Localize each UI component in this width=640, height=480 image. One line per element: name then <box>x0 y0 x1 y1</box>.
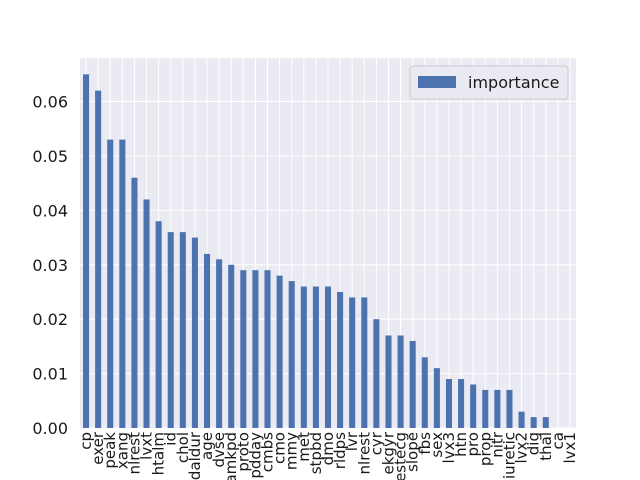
bar-exer <box>95 90 102 428</box>
y-tick-label: 0.02 <box>32 310 68 329</box>
x-axis-ticks: cpexerpeakxangnlrestlvxthtalmidcholdaldu… <box>77 431 579 480</box>
bar-sex <box>433 368 440 428</box>
bar-cmbs <box>264 270 271 428</box>
bar-cp <box>83 74 90 428</box>
bar-dig <box>530 417 537 428</box>
x-tick-label: lvx1 <box>561 432 579 463</box>
bar-nlrest <box>361 297 368 428</box>
x-tick-label: slope <box>404 432 422 472</box>
x-tick-label: xang <box>113 432 131 469</box>
bar-chol <box>179 232 186 428</box>
bar-daldur <box>191 237 198 428</box>
bar-lamkpd <box>228 264 235 428</box>
bar-lvx2 <box>518 411 525 428</box>
bar-slope <box>409 340 416 428</box>
x-tick-label: exer <box>89 431 107 465</box>
bar-met <box>300 286 307 428</box>
bar-htn <box>458 379 465 428</box>
bar-dmo <box>324 286 332 428</box>
x-tick-label: id <box>162 432 180 446</box>
x-tick-label: nlrest <box>125 432 143 475</box>
x-tick-label: proto <box>234 432 252 472</box>
x-tick-label: cp <box>77 432 95 450</box>
bar-restecg <box>397 335 404 428</box>
y-tick-label: 0.04 <box>32 201 68 220</box>
y-tick-label: 0.03 <box>32 256 68 275</box>
x-tick-label: dvse <box>210 432 228 467</box>
x-tick-label: diuretic <box>500 432 518 480</box>
bar-prop <box>482 389 489 428</box>
y-tick-label: 0.00 <box>32 419 68 438</box>
x-tick-label: lamkpd <box>222 432 240 480</box>
bar-stpbd <box>312 286 319 428</box>
x-tick-label: rldps <box>331 432 349 469</box>
x-tick-label: thal <box>537 432 555 461</box>
x-tick-label: cmo <box>271 432 289 464</box>
x-tick-label: prop <box>476 432 494 466</box>
x-tick-label: age <box>198 432 216 460</box>
x-tick-label: chol <box>174 432 192 463</box>
x-tick-label: fbs <box>416 432 434 455</box>
x-tick-label: ekgyr <box>379 431 397 474</box>
x-tick-label: restecg <box>392 432 410 480</box>
x-tick-label: peak <box>101 432 119 469</box>
x-tick-label: lvx3 <box>440 432 458 463</box>
x-tick-label: htalm <box>150 432 168 475</box>
x-tick-label: nitr <box>488 431 506 458</box>
bar-nitr <box>494 389 501 428</box>
legend: importance <box>409 65 569 100</box>
bar-lvr <box>349 297 356 428</box>
x-tick-label: met <box>295 432 313 462</box>
bar-fbs <box>421 357 428 428</box>
x-tick-label: stpbd <box>307 432 325 474</box>
bar-age <box>204 253 211 428</box>
x-tick-label: sex <box>428 432 446 458</box>
x-tick-label: htn <box>452 432 470 457</box>
bar-thal <box>542 417 549 428</box>
bars <box>83 74 549 428</box>
y-tick-label: 0.05 <box>32 147 68 166</box>
bar-peak <box>107 139 114 428</box>
x-tick-label: dmo <box>319 432 337 465</box>
bar-lvxt <box>143 199 150 428</box>
legend-swatch <box>418 76 456 88</box>
bar-pro <box>470 384 477 428</box>
bar-lvx3 <box>445 379 452 428</box>
bar-cmo <box>276 275 283 428</box>
x-tick-label: lvx2 <box>513 432 531 463</box>
legend-label: importance <box>468 73 559 92</box>
x-tick-label: pdday <box>246 432 264 479</box>
bar-pdday <box>252 270 259 428</box>
bar-dvse <box>216 259 223 428</box>
y-tick-label: 0.06 <box>32 93 68 112</box>
bar-proto <box>240 270 247 428</box>
x-tick-label: dig <box>525 432 543 455</box>
x-tick-label: pro <box>464 432 482 457</box>
legend-box <box>409 65 569 100</box>
bar-diuretic <box>506 389 513 428</box>
bar-htalm <box>155 221 162 428</box>
bar-cyr <box>373 319 380 428</box>
y-axis-ticks: 0.00 0.01 0.02 0.03 0.04 0.05 0.06 <box>32 93 68 438</box>
bar-id <box>167 232 174 428</box>
bar-xang <box>119 139 126 428</box>
x-tick-label: ca <box>549 432 567 449</box>
y-tick-label: 0.01 <box>32 365 68 384</box>
bar-mmy <box>288 281 295 428</box>
bar-nlrest <box>131 177 138 428</box>
x-tick-label: mmy <box>283 432 301 470</box>
x-tick-label: lvr <box>343 431 361 451</box>
x-tick-label: lvxt <box>138 432 156 460</box>
bar-rldps <box>337 291 344 428</box>
x-tick-label: nlrest <box>355 432 373 475</box>
x-tick-label: cyr <box>367 431 385 455</box>
x-tick-label: daldur <box>186 431 204 480</box>
x-tick-label: cmbs <box>259 432 277 472</box>
bar-ekgyr <box>385 335 392 428</box>
